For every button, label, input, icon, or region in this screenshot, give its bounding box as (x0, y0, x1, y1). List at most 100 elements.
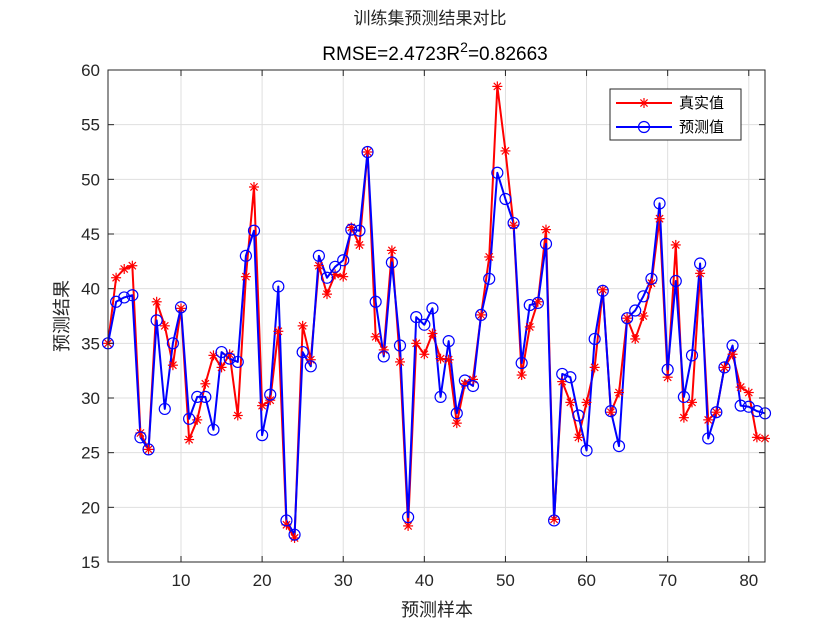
data-point-true (687, 397, 697, 408)
data-point-true (614, 387, 624, 398)
series-markers-pred (101, 145, 772, 541)
data-point-pred (183, 412, 196, 425)
data-point-true (597, 284, 608, 295)
data-point-pred (442, 335, 455, 348)
y-tick-label: 30 (81, 389, 100, 408)
data-point-true (419, 349, 430, 360)
data-point-true (119, 263, 130, 274)
data-point-true (322, 289, 332, 300)
x-tick-label: 40 (415, 571, 434, 590)
data-point-pred (548, 514, 561, 527)
data-point-pred (223, 352, 236, 365)
rmse-label: RMSE= (322, 44, 388, 65)
data-point-true (362, 147, 373, 157)
data-point-pred (612, 440, 626, 453)
y-axis-label: 预测结果 (52, 280, 73, 352)
data-point-pred (515, 356, 528, 370)
legend-sample-true (616, 98, 672, 108)
data-point-pred (539, 237, 553, 250)
data-point-true (305, 354, 316, 365)
data-point-pred (345, 223, 358, 236)
data-point-true (151, 296, 162, 307)
data-point-true (549, 514, 560, 525)
data-point-pred (402, 511, 415, 524)
y-tick-label: 45 (81, 225, 100, 244)
grid (108, 69, 765, 563)
y-tick-label: 25 (81, 444, 100, 463)
data-point-pred (134, 431, 147, 444)
data-point-pred (653, 197, 666, 210)
data-point-pred (272, 280, 285, 293)
data-point-true (313, 260, 324, 271)
y-tick-label: 35 (81, 334, 100, 353)
data-point-pred (556, 367, 569, 381)
data-point-pred (661, 363, 674, 376)
rmse-value: 2.4723 (388, 44, 446, 65)
data-point-true (678, 412, 689, 423)
data-point-pred (734, 399, 747, 412)
data-point-pred (288, 528, 301, 541)
data-point-true (143, 444, 154, 455)
data-point-pred (531, 296, 544, 309)
data-point-pred (410, 310, 423, 324)
data-point-pred (507, 216, 520, 230)
plot-area (101, 81, 772, 543)
data-point-pred (158, 402, 171, 416)
data-point-pred (564, 371, 577, 384)
chart-subtitle: RMSE=2.4723R2=0.82663 (322, 39, 547, 65)
data-point-true (176, 303, 186, 314)
data-point-pred (685, 349, 699, 362)
legend-label-pred: 预测值 (679, 118, 724, 136)
data-point-pred (126, 289, 139, 302)
data-point-pred (369, 295, 382, 308)
data-point-true (273, 326, 284, 337)
data-point-true (200, 378, 211, 389)
data-point-true (257, 400, 268, 411)
data-point-pred (118, 291, 131, 304)
data-point-true (484, 251, 495, 262)
data-point-pred (361, 145, 374, 159)
legend-sample-pred (616, 120, 672, 134)
data-point-true (159, 320, 170, 331)
data-point-pred (142, 443, 155, 456)
data-point-pred (572, 409, 585, 422)
data-point-true (240, 271, 251, 282)
data-point-true (135, 427, 146, 438)
data-point-pred (256, 429, 269, 442)
data-point-pred (718, 361, 731, 374)
data-point-true (127, 260, 138, 271)
data-point-pred (523, 298, 536, 312)
data-point-pred (199, 390, 212, 404)
data-point-true (354, 239, 365, 250)
x-axis-label: 预测样本 (401, 600, 473, 621)
data-point-true (476, 309, 487, 320)
data-point-true (703, 414, 714, 425)
data-point-pred (191, 390, 204, 404)
data-point-true (111, 272, 122, 283)
series-markers-true (103, 81, 770, 543)
data-point-pred (329, 260, 342, 273)
data-point-true (711, 407, 722, 418)
data-point-pred (174, 301, 188, 314)
y-tick-label: 50 (81, 170, 100, 189)
data-point-pred (580, 444, 593, 457)
data-point-true (451, 418, 462, 429)
data-point-true (386, 245, 397, 256)
data-point-true (541, 224, 551, 235)
legend: 真实值 预测值 (609, 88, 742, 141)
data-point-pred (596, 284, 609, 297)
data-point-pred (645, 272, 658, 285)
data-point-true (630, 333, 641, 344)
data-point-true (573, 432, 584, 443)
data-point-pred (150, 314, 163, 327)
data-point-pred (677, 390, 690, 404)
y-tick-label: 15 (81, 553, 100, 572)
y-tick-label: 40 (81, 280, 100, 299)
data-point-true (249, 181, 259, 192)
legend-marker-pred (637, 120, 651, 134)
data-point-true (695, 268, 706, 279)
legend-box (609, 88, 742, 141)
y-tick-label: 60 (81, 61, 100, 80)
data-point-pred (499, 192, 512, 206)
data-point-pred (166, 337, 179, 350)
